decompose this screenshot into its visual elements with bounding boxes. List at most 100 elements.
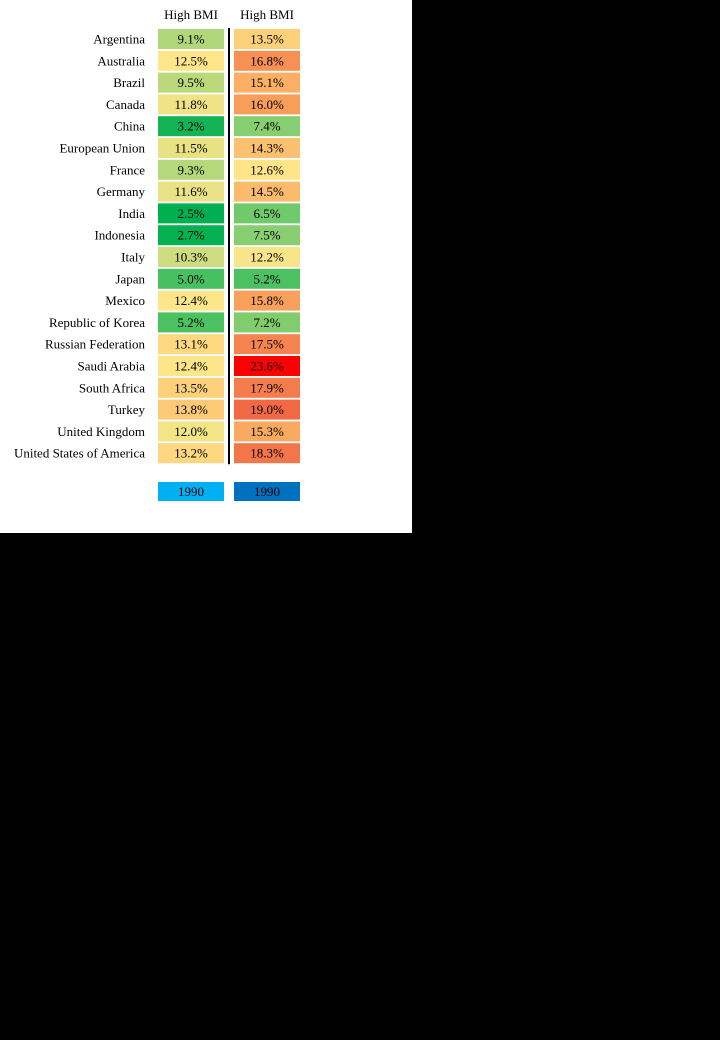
heatmap-cell (158, 159, 224, 180)
heatmap-cell (234, 203, 300, 224)
row-label: Republic of Korea (49, 315, 145, 330)
cell-value-label: 5.0% (177, 271, 204, 286)
cell-value-label: 14.5% (250, 184, 284, 199)
row-label: Australia (97, 53, 145, 68)
heatmap-cell (234, 50, 300, 71)
cell-value-label: 7.2% (253, 315, 280, 330)
heatmap-cell (158, 356, 224, 376)
heatmap-cell (234, 268, 300, 289)
row-label: Argentina (93, 32, 145, 47)
cell-value-label: 11.6% (174, 184, 207, 199)
chart-panel: High BMI High BMI Argentina 9.1% 13.5% Austra… (0, 0, 412, 533)
heatmap-cell (158, 181, 224, 202)
heatmap-cell (158, 29, 224, 49)
heatmap-cell (158, 225, 224, 246)
cell-value-label: 10.3% (174, 250, 208, 265)
row-label: European Union (59, 141, 145, 156)
cell-value-label: 2.5% (177, 206, 204, 221)
cell-value-label: 13.1% (174, 337, 208, 352)
cell-value-label: 12.2% (250, 250, 284, 265)
cell-value-label: 13.5% (250, 32, 284, 47)
cell-value-label: 12.0% (174, 424, 208, 439)
heatmap-cell (158, 94, 224, 115)
row-label: Saudi Arabia (77, 359, 145, 374)
cell-value-label: 11.5% (174, 141, 207, 156)
cell-value-label: 7.5% (253, 228, 280, 243)
heatmap-cell (158, 50, 224, 71)
legend-label: 1990 (254, 484, 280, 499)
heatmap-cell (234, 443, 300, 464)
cell-value-label: 12.4% (174, 293, 208, 308)
row-label: France (110, 162, 146, 177)
legend-swatch (234, 482, 300, 501)
heatmap-cell (158, 290, 224, 311)
cell-value-label: 17.9% (250, 380, 284, 395)
cell-value-label: 11.8% (174, 97, 207, 112)
legend-swatch (158, 482, 224, 501)
cell-value-label: 16.0% (250, 97, 284, 112)
row-label: Mexico (105, 293, 145, 308)
heatmap-cell (158, 443, 224, 464)
heatmap-cell (158, 312, 224, 333)
row-label: China (114, 119, 145, 134)
column-header: High BMI (164, 7, 218, 22)
cell-value-label: 12.5% (174, 53, 208, 68)
cell-value-label: 13.8% (174, 402, 208, 417)
cell-value-label: 16.8% (250, 53, 284, 68)
row-label: United Kingdom (57, 424, 145, 439)
row-label: Indonesia (94, 228, 145, 243)
cell-value-label: 6.5% (253, 206, 280, 221)
heatmap-chart: High BMI High BMI Argentina 9.1% 13.5% Austra… (14, 7, 300, 501)
heatmap-cell (234, 356, 300, 376)
heatmap-cell (234, 312, 300, 333)
heatmap-cell (158, 72, 224, 93)
row-label: Turkey (108, 402, 146, 417)
heatmap-cell (234, 225, 300, 246)
cell-value-label: 9.3% (177, 162, 204, 177)
heatmap-cell (158, 334, 224, 355)
cell-value-label: 14.3% (250, 141, 284, 156)
row-label: Italy (121, 250, 145, 265)
heatmap-cell (234, 159, 300, 180)
heatmap-cell (234, 94, 300, 115)
cell-value-label: 5.2% (177, 315, 204, 330)
row-label: Germany (97, 184, 146, 199)
cell-value-label: 9.5% (177, 75, 204, 90)
cell-value-label: 12.6% (250, 162, 284, 177)
heatmap-cell (158, 247, 224, 267)
heatmap-cell (234, 72, 300, 93)
heatmap-cell (234, 247, 300, 267)
column-header: High BMI (240, 7, 294, 22)
heatmap-cell (234, 29, 300, 49)
cell-value-label: 23.6% (250, 359, 284, 374)
row-label: United States of America (14, 446, 145, 461)
row-label: Russian Federation (45, 337, 146, 352)
heatmap-cell (234, 181, 300, 202)
heatmap-cell (234, 116, 300, 137)
heatmap-cell (234, 399, 300, 420)
cell-value-label: 2.7% (177, 228, 204, 243)
heatmap-cell (158, 377, 224, 398)
cell-value-label: 19.0% (250, 402, 284, 417)
cell-value-label: 15.1% (250, 75, 284, 90)
cell-value-label: 17.5% (250, 337, 284, 352)
row-label: South Africa (79, 380, 145, 395)
cell-value-label: 15.8% (250, 293, 284, 308)
heatmap-cell (158, 268, 224, 289)
cell-value-label: 13.5% (174, 380, 208, 395)
heatmap-cell (158, 421, 224, 442)
heatmap-cell (158, 203, 224, 224)
cell-value-label: 12.4% (174, 359, 208, 374)
cell-value-label: 13.2% (174, 446, 208, 461)
cell-value-label: 5.2% (253, 271, 280, 286)
cell-value-label: 18.3% (250, 446, 284, 461)
heatmap-cell (158, 138, 224, 158)
row-label: India (118, 206, 145, 221)
heatmap-cell (234, 138, 300, 158)
row-label: Canada (106, 97, 145, 112)
heatmap-cell (234, 421, 300, 442)
cell-value-label: 9.1% (177, 32, 204, 47)
row-label: Japan (115, 271, 145, 286)
legend-label: 1990 (178, 484, 204, 499)
heatmap-cell (234, 377, 300, 398)
